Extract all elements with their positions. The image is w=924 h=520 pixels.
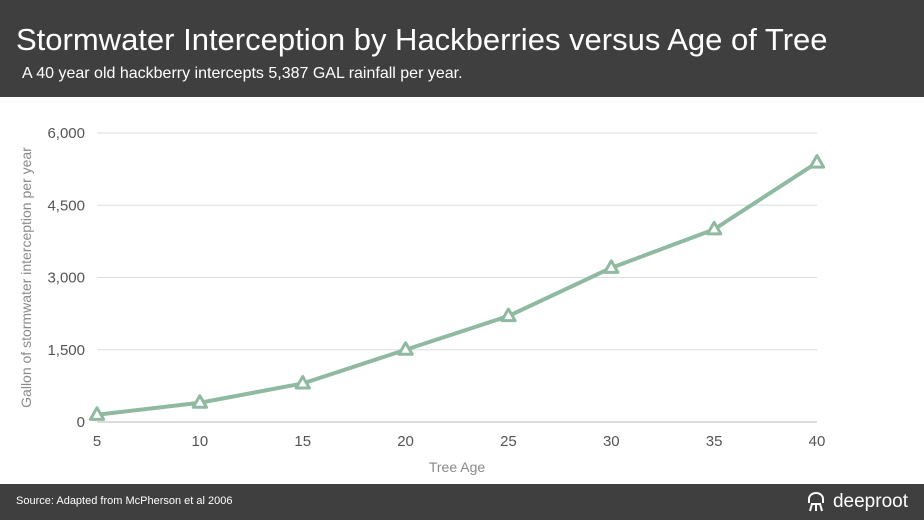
x-tick-labels: 5 10 15 20 25 30 35 40 (93, 433, 826, 450)
footer-bar: Source: Adapted from McPherson et al 200… (0, 484, 924, 520)
data-point-marker (294, 374, 311, 390)
deeproot-logo-icon (807, 492, 824, 512)
chart-subtitle: A 40 year old hackberry intercepts 5,387… (22, 65, 463, 82)
header-bar: Stormwater Interception by Hackberries v… (0, 0, 924, 97)
line-chart: 0 1,500 3,000 4,500 6,000 5 10 15 20 25 30 35 40 Tr… (18, 125, 826, 475)
y-axis-title: Gallon of stormwater interception per ye… (18, 147, 34, 408)
data-point-marker (88, 406, 106, 421)
y-tick-label: 6,000 (47, 125, 85, 142)
x-tick-label: 10 (192, 433, 209, 450)
y-tick-label: 1,500 (47, 342, 85, 359)
brand-name: deeproot (832, 491, 908, 512)
series-markers (88, 154, 826, 421)
y-tick-label: 0 (77, 414, 85, 431)
data-point-marker (603, 259, 620, 274)
source-note: Source: Adapted from McPherson et al 200… (16, 495, 233, 507)
x-axis-title: Tree Age (429, 459, 486, 475)
series-line (96, 160, 819, 417)
x-tick-label: 15 (294, 433, 311, 450)
y-tick-label: 4,500 (47, 197, 85, 214)
x-tick-label: 25 (500, 433, 517, 450)
x-tick-label: 20 (397, 433, 414, 450)
data-point-marker (808, 154, 826, 169)
x-tick-label: 40 (809, 433, 826, 450)
y-tick-labels: 0 1,500 3,000 4,500 6,000 (47, 125, 85, 431)
x-tick-label: 35 (706, 433, 723, 450)
x-tick-label: 30 (603, 433, 620, 450)
data-point-marker (191, 394, 209, 409)
x-tick-label: 5 (93, 433, 101, 450)
data-point-marker (705, 220, 723, 236)
data-point-marker (500, 307, 517, 323)
grid-lines (97, 132, 817, 423)
y-tick-label: 3,000 (47, 270, 85, 287)
brand-logo: deeproot (805, 489, 908, 515)
data-point-marker (397, 341, 414, 356)
chart-title: Stormwater Interception by Hackberries v… (16, 22, 828, 57)
